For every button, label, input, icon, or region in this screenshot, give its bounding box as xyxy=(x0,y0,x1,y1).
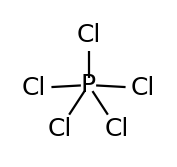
Text: Cl: Cl xyxy=(131,76,155,100)
Text: P: P xyxy=(81,73,96,97)
Text: Cl: Cl xyxy=(105,117,129,141)
Text: Cl: Cl xyxy=(76,23,101,47)
Text: Cl: Cl xyxy=(22,76,46,100)
Text: Cl: Cl xyxy=(48,117,72,141)
